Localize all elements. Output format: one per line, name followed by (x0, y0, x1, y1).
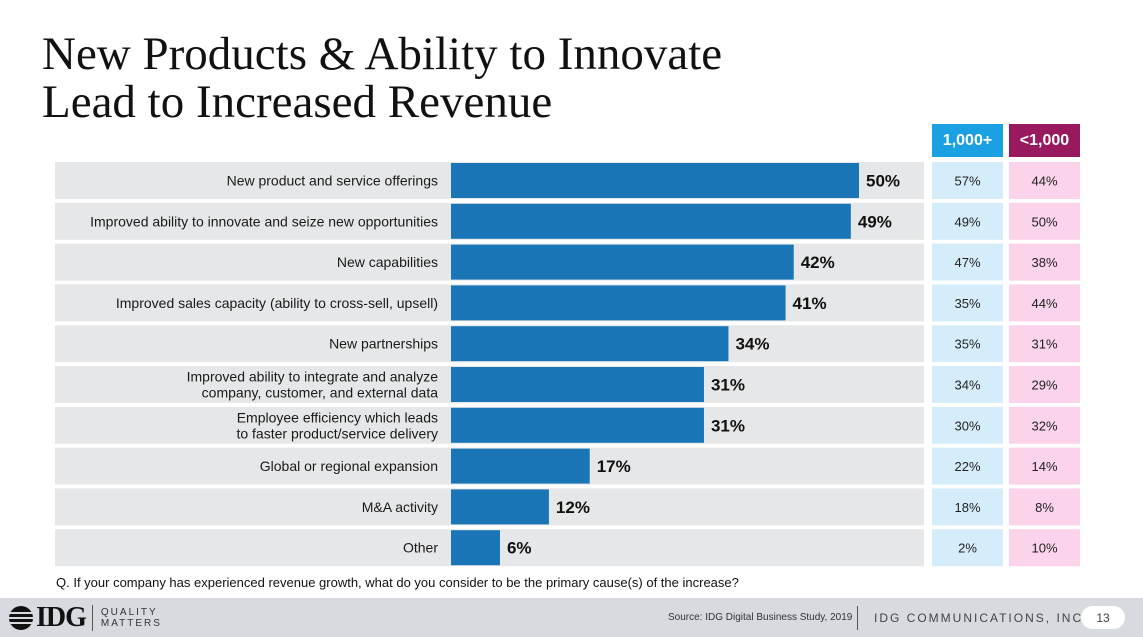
bar (451, 203, 851, 239)
tagline-line-1: QUALITY (100, 607, 158, 618)
bar-value-label: 50% (866, 172, 900, 191)
cell-1000-plus-value: 35% (954, 296, 980, 311)
cell-under-1000 (1009, 284, 1080, 322)
cell-under-1000-value: 50% (1031, 214, 1057, 229)
bar-value-label: 34% (735, 335, 769, 354)
cell-1000-plus (932, 162, 1003, 199)
bar (451, 163, 859, 198)
cell-under-1000 (1009, 243, 1080, 281)
bar-value-label: 17% (597, 457, 631, 476)
cell-under-1000 (1009, 488, 1080, 526)
bar (451, 407, 704, 443)
bar (451, 285, 786, 321)
bar-value-label: 42% (801, 253, 835, 272)
cell-1000-plus-value: 34% (954, 378, 980, 393)
cell-1000-plus-value: 57% (954, 174, 980, 189)
category-label: Other (403, 540, 438, 556)
cell-1000-plus (932, 447, 1003, 485)
cell-under-1000-value: 29% (1031, 378, 1057, 393)
category-label: New product and service offerings (227, 173, 438, 189)
cell-1000-plus-value: 35% (954, 337, 980, 352)
cell-1000-plus (932, 325, 1003, 363)
company-name: IDG COMMUNICATIONS, INC. (874, 611, 1089, 625)
cell-1000-plus (932, 366, 1003, 403)
cell-under-1000-value: 44% (1031, 296, 1057, 311)
bar-value-label: 6% (507, 539, 532, 558)
tagline-line-2: MATTERS (100, 618, 162, 629)
bar-chart: New product and service offerings 50% 57% 4… (55, 162, 1080, 567)
cell-1000-plus (932, 406, 1003, 444)
bar-value-label: 41% (793, 294, 827, 313)
bar (451, 448, 590, 484)
cell-1000-plus (932, 202, 1003, 240)
bar (451, 367, 704, 402)
cell-1000-plus (932, 529, 1003, 567)
cell-under-1000 (1009, 447, 1080, 485)
category-label: Employee efficiency which leads to faster… (236, 409, 438, 441)
cell-under-1000-value: 8% (1035, 500, 1054, 515)
slide-title: New Products & Ability to Innovate Lead … (42, 30, 922, 126)
page-number: 13 (1081, 606, 1125, 629)
bar (451, 530, 500, 566)
footer-bar: IDG QUALITY MATTERS Source: IDG Digital … (0, 598, 1143, 637)
bar (451, 326, 729, 362)
column-header-under-1000: <1,000 (1009, 124, 1080, 157)
cell-under-1000 (1009, 325, 1080, 363)
cell-1000-plus-value: 49% (954, 214, 980, 229)
cell-under-1000-value: 44% (1031, 174, 1057, 189)
cell-1000-plus-value: 22% (954, 459, 980, 474)
cell-under-1000 (1009, 529, 1080, 567)
category-label: Improved ability to innovate and seize n… (90, 213, 438, 229)
cell-1000-plus-value: 30% (954, 418, 980, 433)
logo-text: IDG (36, 602, 87, 633)
cell-1000-plus (932, 488, 1003, 526)
cell-under-1000-value: 31% (1031, 337, 1057, 352)
bar-value-label: 31% (711, 416, 745, 435)
cell-1000-plus-value: 18% (954, 500, 980, 515)
idg-logo: IDG QUALITY MATTERS (8, 602, 162, 633)
category-label: M&A activity (362, 499, 438, 515)
cell-under-1000-value: 32% (1031, 418, 1057, 433)
bar-value-label: 12% (556, 498, 590, 517)
title-line-2: Lead to Increased Revenue (42, 76, 553, 128)
tagline: QUALITY MATTERS (101, 607, 162, 629)
cell-under-1000-value: 14% (1031, 459, 1057, 474)
category-label: New partnerships (329, 336, 438, 352)
cell-under-1000 (1009, 406, 1080, 444)
cell-1000-plus-value: 2% (958, 541, 977, 556)
cell-under-1000 (1009, 202, 1080, 240)
title-line-1: New Products & Ability to Innovate (42, 28, 723, 80)
bar (451, 489, 549, 525)
bar-value-label: 31% (711, 376, 745, 395)
footer-divider (857, 606, 858, 630)
source-note: Source: IDG Digital Business Study, 2019 (668, 612, 853, 623)
bar-value-label: 49% (858, 212, 892, 231)
column-header-1000-plus: 1,000+ (932, 124, 1003, 157)
survey-question: Q. If your company has experienced reven… (56, 575, 739, 590)
cell-1000-plus-value: 47% (954, 255, 980, 270)
category-label: Global or regional expansion (260, 458, 438, 474)
globe-icon (9, 606, 33, 630)
category-label: Improved ability to integrate and analyz… (187, 369, 439, 401)
bar (451, 244, 794, 280)
cell-under-1000-value: 10% (1031, 541, 1057, 556)
cell-1000-plus (932, 243, 1003, 281)
category-label: Improved sales capacity (ability to cros… (116, 295, 438, 311)
cell-under-1000-value: 38% (1031, 255, 1057, 270)
cell-under-1000 (1009, 162, 1080, 199)
cell-1000-plus (932, 284, 1003, 322)
logo-divider (91, 605, 93, 631)
cell-under-1000 (1009, 366, 1080, 403)
category-label: New capabilities (337, 254, 438, 270)
